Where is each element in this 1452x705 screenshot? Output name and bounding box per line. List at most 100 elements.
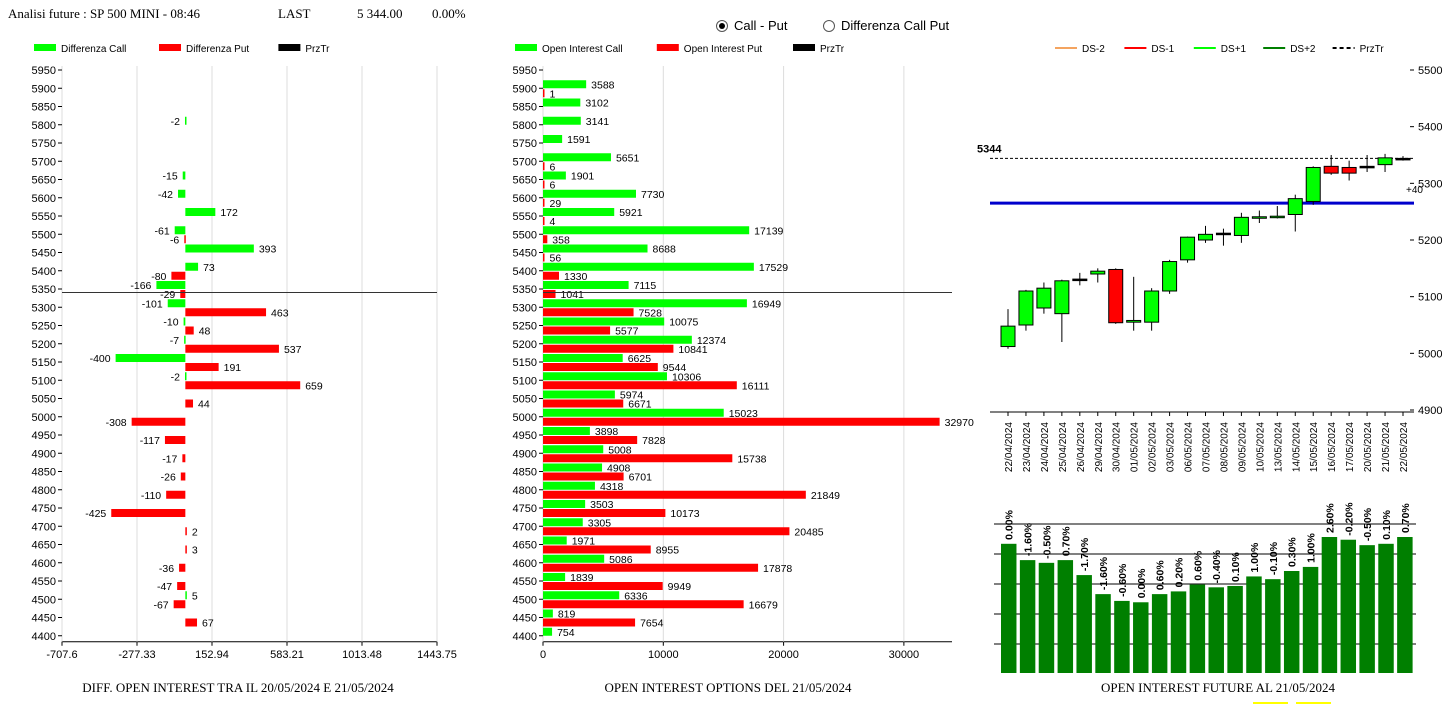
diff-oi-bar-value: 537 [284, 344, 302, 356]
options-oi-bar-value: 6671 [628, 399, 652, 411]
options-oi-bar-put [543, 326, 611, 335]
diff-oi-strike-label: 5900 [32, 83, 56, 95]
options-oi-strike-label: 5400 [513, 266, 537, 278]
diff-oi-x-tick-label: 1443.75 [417, 649, 457, 661]
oi-bar [1378, 543, 1394, 673]
diff-oi-strike-label: 5550 [32, 211, 56, 223]
candle-legend-label: DS+1 [1221, 44, 1247, 55]
radio-call-put[interactable]: Call - Put [716, 18, 787, 33]
diff-oi-bar-value: 3 [192, 545, 198, 557]
diff-oi-bar-value: -2 [171, 116, 180, 128]
options-oi-bar-value: 5921 [619, 207, 643, 219]
radio-selected-icon[interactable] [716, 19, 728, 32]
options-oi-bar-value: 5577 [615, 326, 639, 338]
oi-bar-label: 2.60% [1324, 503, 1336, 533]
candle-date-label: 01/05/2024 [1130, 422, 1141, 472]
options-oi-bar-value: 5651 [616, 152, 640, 164]
oi-bar-label: -1.60% [1098, 556, 1110, 590]
radio-diff-label: Differenza Call Put [841, 18, 950, 33]
candle [1036, 287, 1052, 309]
options-oi-strike-label: 5650 [513, 175, 537, 187]
diff-oi-bar-value: -80 [151, 271, 166, 283]
options-oi-bar-call [543, 354, 623, 362]
candle-y-tick-label: 5500 [1418, 65, 1442, 77]
candle-date-label: 23/04/2024 [1022, 422, 1033, 472]
diff-oi-bar-value: -7 [170, 335, 179, 347]
diff-oi-strike-label: 4950 [32, 430, 56, 442]
diff-oi-bar-call [156, 281, 186, 289]
options-oi-legend-label: Open Interest Call [542, 44, 623, 55]
options-oi-bar-value: 6 [550, 180, 556, 192]
candle-date-label: 16/05/2024 [1327, 422, 1338, 472]
diff-oi-bar-put [185, 618, 198, 627]
candle [1341, 166, 1357, 174]
options-oi-strike-label: 5000 [513, 412, 537, 424]
options-oi-bar-value: 3503 [590, 499, 614, 511]
options-oi-bar-call [543, 153, 611, 162]
oi-bar-label: 0.70% [1400, 503, 1412, 533]
diff-oi-bar-value: -29 [160, 289, 175, 301]
oi-bar [1208, 587, 1224, 673]
options-oi-bar-put [543, 89, 545, 98]
radio-unselected-icon[interactable] [823, 19, 835, 32]
options-oi-x-tick-label: 10000 [648, 649, 679, 661]
radio-diff-call-put[interactable]: Differenza Call Put [823, 18, 949, 33]
options-oi-bar-call [543, 536, 567, 545]
diff-oi-bar-value: -117 [140, 435, 160, 447]
diff-oi-bar-value: 2 [192, 526, 198, 538]
oi-bar-label: 0.60% [1192, 550, 1204, 580]
options-oi-strike-label: 4950 [513, 430, 537, 442]
candle-date-label: 21/05/2024 [1381, 422, 1392, 472]
diff-oi-bar-value: 5 [192, 590, 198, 602]
oi-bar-label: -0.10% [1268, 541, 1280, 575]
candle-date-label: 29/04/2024 [1094, 422, 1105, 472]
oi-bar-label: 0.30% [1287, 537, 1299, 567]
diff-oi-strike-label: 4450 [32, 613, 56, 625]
options-oi-strike-label: 5500 [513, 229, 537, 241]
candle-legend-label: DS-2 [1082, 44, 1105, 55]
diff-oi-strike-label: 5100 [32, 375, 56, 387]
left-chart-caption: DIFF. OPEN INTEREST TRA IL 20/05/2024 E … [82, 680, 394, 695]
candle [1215, 232, 1231, 236]
diff-oi-bar-value: 67 [202, 618, 214, 630]
candle [1108, 268, 1124, 324]
candle [1359, 165, 1375, 169]
candle [1090, 270, 1106, 275]
options-oi-bar-call [543, 481, 595, 490]
diff-oi-legend-swatch [34, 44, 56, 51]
diff-oi-bar-call [185, 591, 187, 600]
options-oi-legend-label: Open Interest Put [684, 44, 763, 55]
candle-date-label: 02/05/2024 [1148, 422, 1159, 472]
options-oi-strike-label: 5200 [513, 339, 537, 351]
options-oi-bar-put [543, 271, 559, 280]
diff-oi-bar-value: -6 [170, 234, 179, 246]
options-oi-bar-put [543, 490, 806, 499]
options-oi-bar-value: 17878 [763, 563, 792, 575]
diff-oi-strike-label: 4550 [32, 576, 56, 588]
options-oi-bar-put [543, 180, 545, 189]
options-oi-strike-label: 5250 [513, 321, 537, 333]
diff-oi-bar-call [183, 317, 186, 326]
options-oi-strike-label: 4400 [513, 631, 537, 643]
options-oi-strike-label: 5100 [513, 375, 537, 387]
oi-bar [1114, 600, 1130, 673]
oi-bar-label: -0.50% [1362, 507, 1374, 541]
diff-oi-legend-swatch [159, 44, 181, 51]
options-oi-bar-put [543, 618, 636, 627]
options-oi-bar-value: 3141 [586, 116, 610, 128]
options-oi-bar-call [543, 463, 603, 472]
options-oi-bar-value: 1330 [564, 271, 588, 283]
options-oi-bar-call [543, 518, 583, 527]
diff-oi-bar-value: -400 [90, 353, 111, 365]
diff-oi-bar-call [185, 208, 216, 216]
diff-oi-bar-put [177, 582, 186, 590]
candle-y-tick-label: 5200 [1418, 235, 1442, 247]
options-oi-strike-label: 5900 [513, 83, 537, 95]
options-oi-bar-value: 10841 [678, 344, 707, 356]
options-oi-strike-label: 4650 [513, 540, 537, 552]
diff-oi-strike-label: 4850 [32, 467, 56, 479]
options-oi-bar-call [543, 98, 581, 107]
last-label: LAST [278, 6, 311, 21]
options-oi-bar-value: 15738 [737, 453, 766, 465]
diff-oi-bar-put [180, 290, 186, 298]
